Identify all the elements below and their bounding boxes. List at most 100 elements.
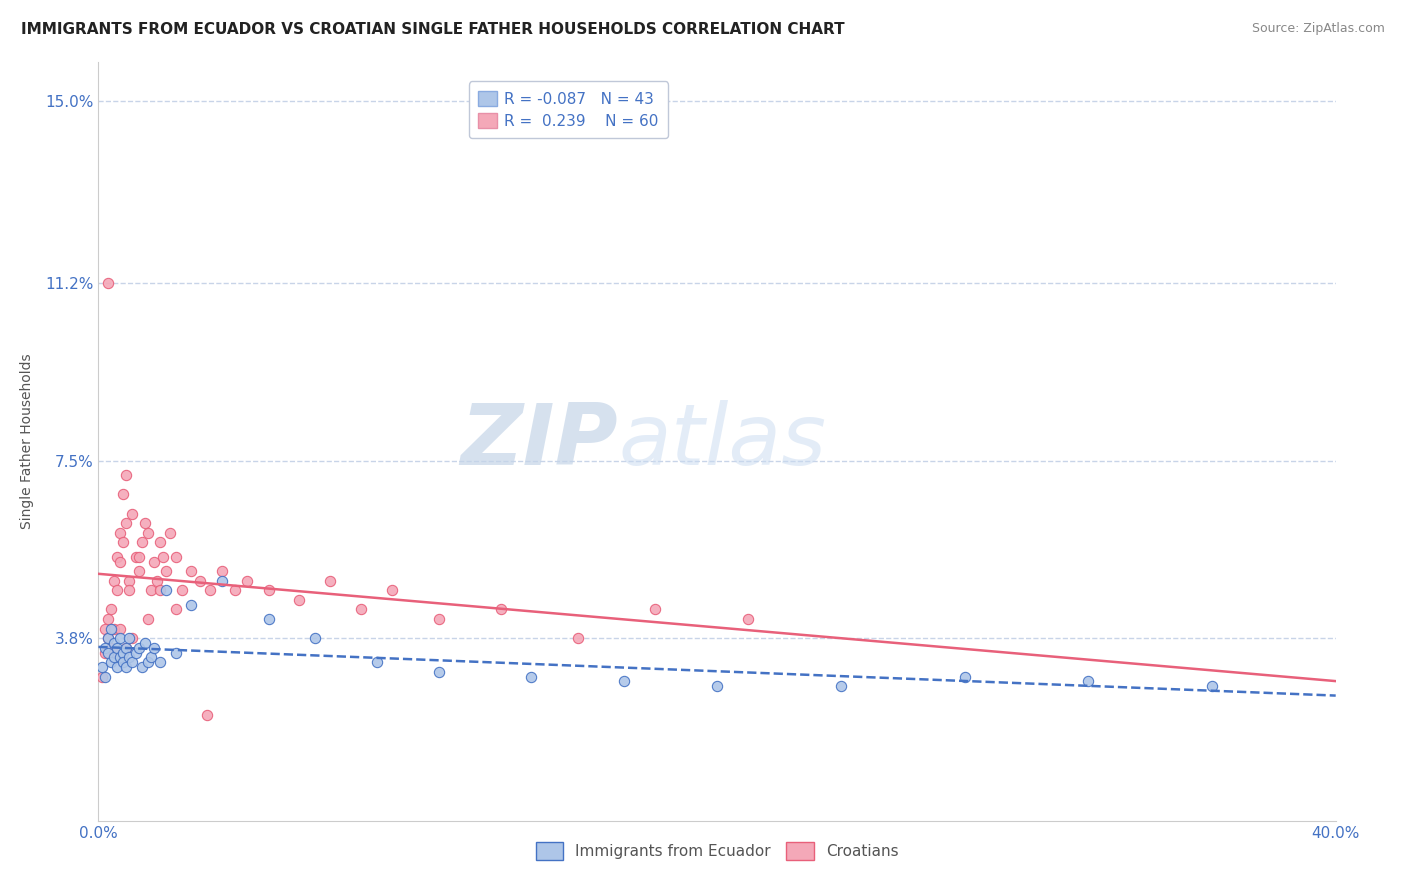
Point: [319, 574, 342, 588]
Point: [105, 640, 128, 655]
Point: [190, 574, 212, 588]
Point: [146, 574, 169, 588]
Point: [97, 646, 120, 660]
Point: [520, 670, 543, 684]
Point: [195, 708, 218, 723]
Point: [165, 549, 187, 564]
Point: [115, 468, 138, 483]
Point: [105, 660, 128, 674]
Point: [105, 583, 128, 598]
Point: [134, 636, 156, 650]
Point: [97, 632, 120, 646]
Point: [1201, 679, 1223, 693]
Point: [103, 574, 125, 588]
Point: [124, 646, 146, 660]
Point: [108, 650, 131, 665]
Point: [103, 650, 125, 665]
Point: [103, 622, 125, 636]
Point: [381, 583, 404, 598]
Point: [143, 554, 166, 568]
Point: [139, 650, 162, 665]
Point: [350, 602, 373, 616]
Point: [115, 516, 138, 530]
Point: [224, 583, 246, 598]
Point: [108, 622, 131, 636]
Point: [136, 612, 159, 626]
Point: [136, 525, 159, 540]
Point: [112, 535, 135, 549]
Point: [644, 602, 666, 616]
Text: ZIP: ZIP: [460, 400, 619, 483]
Point: [706, 679, 728, 693]
Point: [131, 660, 153, 674]
Point: [93, 640, 115, 655]
Point: [567, 632, 589, 646]
Point: [108, 554, 131, 568]
Point: [112, 646, 135, 660]
Point: [953, 670, 976, 684]
Point: [115, 660, 138, 674]
Point: [100, 622, 122, 636]
Point: [97, 612, 120, 626]
Point: [1077, 674, 1099, 689]
Point: [830, 679, 852, 693]
Point: [90, 670, 112, 684]
Point: [170, 583, 193, 598]
Point: [90, 660, 112, 674]
Point: [180, 598, 202, 612]
Point: [100, 640, 122, 655]
Legend: Immigrants from Ecuador, Croatians: Immigrants from Ecuador, Croatians: [530, 836, 904, 866]
Text: IMMIGRANTS FROM ECUADOR VS CROATIAN SINGLE FATHER HOUSEHOLDS CORRELATION CHART: IMMIGRANTS FROM ECUADOR VS CROATIAN SING…: [21, 22, 845, 37]
Point: [257, 612, 280, 626]
Point: [118, 574, 141, 588]
Point: [211, 574, 233, 588]
Point: [427, 612, 450, 626]
Point: [115, 640, 138, 655]
Point: [121, 632, 143, 646]
Point: [134, 516, 156, 530]
Point: [366, 655, 388, 669]
Point: [128, 640, 150, 655]
Point: [124, 549, 146, 564]
Point: [112, 655, 135, 669]
Point: [236, 574, 259, 588]
Text: Source: ZipAtlas.com: Source: ZipAtlas.com: [1251, 22, 1385, 36]
Point: [139, 583, 162, 598]
Point: [155, 564, 177, 578]
Point: [97, 276, 120, 290]
Point: [115, 640, 138, 655]
Y-axis label: Single Father Households: Single Father Households: [20, 354, 34, 529]
Point: [152, 549, 174, 564]
Point: [159, 525, 181, 540]
Point: [427, 665, 450, 679]
Point: [737, 612, 759, 626]
Point: [198, 583, 221, 598]
Point: [118, 583, 141, 598]
Point: [128, 549, 150, 564]
Point: [143, 640, 166, 655]
Point: [108, 632, 131, 646]
Point: [103, 646, 125, 660]
Point: [103, 636, 125, 650]
Point: [180, 564, 202, 578]
Point: [128, 564, 150, 578]
Point: [489, 602, 512, 616]
Point: [155, 583, 177, 598]
Point: [121, 507, 143, 521]
Point: [257, 583, 280, 598]
Point: [149, 535, 172, 549]
Point: [100, 602, 122, 616]
Point: [211, 564, 233, 578]
Point: [97, 632, 120, 646]
Point: [118, 632, 141, 646]
Point: [165, 646, 187, 660]
Point: [93, 670, 115, 684]
Point: [165, 602, 187, 616]
Point: [105, 549, 128, 564]
Point: [108, 525, 131, 540]
Point: [288, 593, 311, 607]
Text: atlas: atlas: [619, 400, 827, 483]
Point: [149, 655, 172, 669]
Point: [304, 632, 326, 646]
Point: [100, 655, 122, 669]
